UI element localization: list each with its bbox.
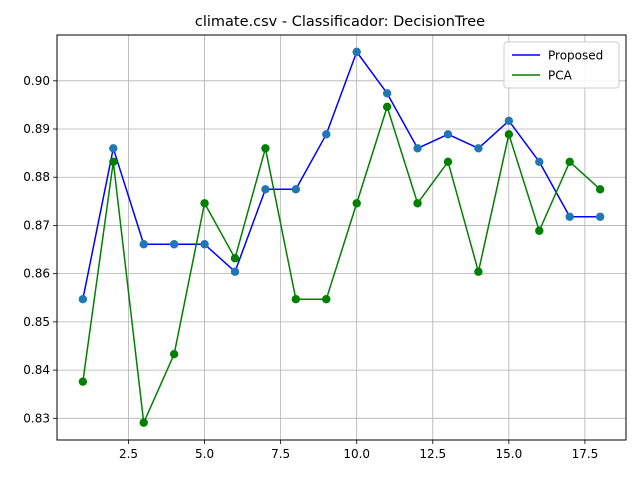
x-axis: 2.5 5.0 7.5 10.0 12.5 15.0 17.5 — [119, 440, 598, 461]
data-point — [413, 144, 422, 153]
y-tick-label: 0.86 — [23, 267, 50, 281]
plot-frame — [56, 34, 627, 441]
y-tick-label: 0.83 — [23, 411, 50, 425]
data-point — [109, 157, 118, 167]
x-tick-label: 2.5 — [119, 447, 138, 461]
data-point — [443, 130, 453, 139]
data-point — [352, 199, 361, 208]
y-tick-label: 0.87 — [23, 218, 50, 232]
legend-label: Proposed — [548, 49, 603, 63]
data-point — [169, 240, 179, 249]
data-point — [504, 116, 514, 126]
series-line — [82, 106, 601, 424]
data-point — [413, 199, 422, 208]
x-tick-label: 17.5 — [572, 447, 599, 461]
data-point — [504, 130, 514, 139]
legend: Proposed PCA — [503, 41, 620, 89]
y-tick-label: 0.84 — [23, 363, 50, 377]
data-point — [200, 199, 209, 208]
data-point — [78, 377, 88, 386]
data-point — [535, 226, 544, 235]
data-point — [565, 212, 574, 221]
y-axis: 0.83 0.84 0.85 0.86 0.87 0.88 0.89 0.90 — [23, 74, 57, 425]
data-point — [382, 89, 392, 98]
series-proposed — [78, 47, 605, 304]
data-point — [230, 254, 240, 263]
data-point — [169, 349, 179, 359]
data-point — [595, 185, 605, 194]
data-point — [322, 295, 331, 304]
grid — [57, 35, 626, 440]
data-point — [139, 240, 148, 249]
data-point — [78, 295, 88, 304]
data-point — [261, 185, 270, 194]
data-point — [109, 144, 118, 153]
data-point — [230, 267, 240, 276]
data-point — [474, 144, 483, 153]
x-tick-label: 7.5 — [271, 447, 290, 461]
data-point — [322, 130, 331, 139]
y-tick-label: 0.85 — [23, 315, 50, 329]
data-point — [443, 157, 453, 167]
data-point — [352, 47, 361, 57]
x-tick-label: 5.0 — [195, 447, 214, 461]
series-pca — [78, 102, 605, 427]
data-point — [474, 267, 483, 276]
legend-box — [503, 41, 620, 89]
data-point — [291, 295, 301, 304]
series-layer — [78, 47, 605, 427]
legend-label: PCA — [548, 69, 573, 83]
data-point — [565, 157, 574, 167]
data-point — [139, 418, 148, 427]
x-tick-label: 12.5 — [419, 447, 446, 461]
data-point — [595, 212, 605, 221]
data-point — [535, 157, 544, 167]
y-tick-label: 0.89 — [23, 122, 50, 136]
chart-title: climate.csv - Classificador: DecisionTre… — [195, 14, 485, 30]
x-tick-label: 10.0 — [343, 447, 370, 461]
y-tick-label: 0.88 — [23, 170, 50, 184]
data-point — [261, 144, 270, 153]
x-tick-label: 15.0 — [495, 447, 522, 461]
data-point — [291, 185, 301, 194]
y-tick-label: 0.90 — [23, 74, 50, 88]
data-point — [200, 240, 209, 249]
data-point — [382, 102, 392, 112]
series-line — [82, 51, 601, 300]
